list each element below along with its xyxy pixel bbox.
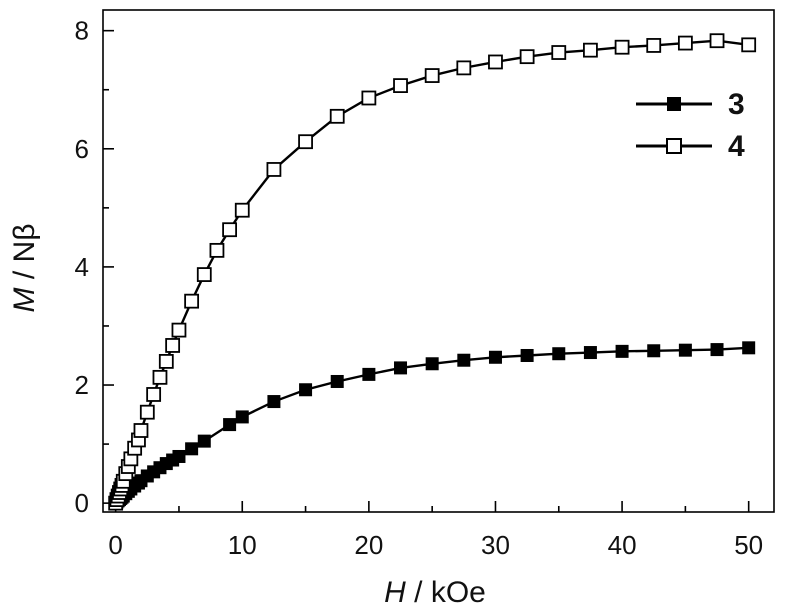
x-axis-variable: H — [384, 576, 406, 609]
data-point-series-3 — [488, 350, 502, 364]
series-layer — [108, 33, 757, 511]
data-point-series-3 — [197, 434, 211, 448]
x-axis-unit: / kOe — [406, 576, 486, 609]
plot-frame — [102, 9, 775, 513]
y-tick-label: 8 — [75, 16, 89, 46]
x-tick-label: 40 — [608, 530, 637, 560]
legend-label-4: 4 — [728, 130, 745, 163]
data-point-series-4 — [329, 108, 345, 124]
y-tick-label: 0 — [75, 488, 89, 518]
data-point-series-3 — [520, 348, 534, 362]
data-point-series-3 — [223, 418, 237, 432]
data-point-series-4 — [488, 54, 503, 70]
y-tick-label: 6 — [75, 134, 89, 164]
data-point-series-4 — [709, 33, 725, 49]
y-axis-unit: / Nβ — [8, 224, 41, 288]
legend-item-4: 4 — [636, 130, 745, 163]
x-tick-label: 30 — [481, 530, 510, 560]
data-point-series-3 — [742, 341, 756, 355]
y-axis-ticks: 0 2 4 6 8 — [75, 16, 114, 518]
data-point-series-4 — [614, 39, 630, 55]
data-point-series-4 — [234, 202, 250, 218]
data-point-series-4 — [196, 267, 212, 282]
x-axis-ticks: 0 10 20 30 40 50 — [108, 501, 763, 560]
series-3 — [109, 341, 756, 510]
data-point-series-3 — [647, 344, 661, 358]
data-point-series-4 — [266, 162, 282, 177]
x-tick-label: 20 — [354, 530, 383, 560]
y-axis-variable: M — [8, 287, 41, 312]
data-point-series-4 — [361, 90, 377, 106]
data-point-series-4 — [152, 369, 168, 385]
data-point-series-3 — [394, 361, 408, 375]
data-point-series-3 — [267, 395, 281, 409]
data-point-series-4 — [165, 338, 181, 353]
data-point-series-4 — [424, 68, 440, 83]
data-point-series-3 — [457, 353, 471, 367]
y-tick-label: 2 — [75, 370, 89, 400]
data-point-series-3 — [299, 383, 313, 397]
data-point-series-4 — [456, 60, 472, 76]
legend: 3 4 — [636, 88, 745, 163]
y-tick-label: 4 — [75, 252, 89, 282]
x-axis-title: H / kOe — [384, 576, 486, 609]
series-4 — [108, 33, 757, 511]
data-point-series-4 — [646, 38, 662, 53]
data-point-series-3 — [678, 343, 692, 357]
data-point-series-3 — [362, 367, 376, 381]
data-point-series-4 — [171, 322, 187, 338]
data-point-series-3 — [552, 347, 566, 361]
data-point-series-3 — [710, 343, 724, 357]
data-point-series-4 — [583, 42, 598, 58]
data-point-series-3 — [615, 344, 629, 358]
data-point-series-4 — [146, 387, 162, 402]
data-point-series-3 — [583, 346, 597, 360]
data-point-series-4 — [741, 37, 757, 53]
data-point-series-4 — [133, 423, 149, 438]
data-point-series-4 — [209, 242, 225, 258]
data-point-series-4 — [677, 35, 693, 51]
data-point-series-3 — [425, 357, 439, 371]
data-point-series-4 — [139, 404, 155, 420]
data-point-series-4 — [519, 49, 535, 65]
x-tick-label: 50 — [734, 530, 763, 560]
data-point-series-4 — [222, 222, 238, 238]
data-point-series-4 — [393, 78, 408, 93]
data-point-series-4 — [158, 353, 174, 369]
data-point-series-4 — [184, 293, 200, 309]
y-axis-title: M / Nβ — [8, 224, 41, 313]
x-tick-label: 0 — [108, 530, 122, 560]
data-point-series-4 — [298, 134, 313, 150]
series-line-3 — [114, 346, 749, 505]
legend-label-3: 3 — [728, 88, 745, 121]
data-point-series-3 — [185, 442, 199, 456]
legend-item-3: 3 — [636, 88, 745, 121]
data-point-series-3 — [330, 374, 344, 388]
legend-marker-4 — [666, 138, 682, 154]
data-point-series-3 — [235, 410, 249, 424]
data-point-series-3 — [172, 449, 186, 463]
data-point-series-4 — [551, 45, 567, 60]
legend-marker-3 — [667, 97, 681, 111]
x-tick-label: 10 — [228, 530, 257, 560]
